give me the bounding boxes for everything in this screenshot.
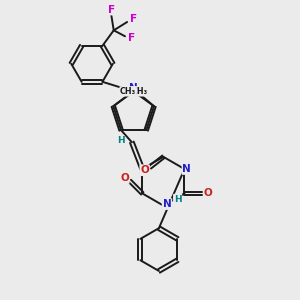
Text: H: H: [117, 136, 124, 145]
Text: CH₃: CH₃: [131, 87, 148, 96]
Text: H: H: [174, 194, 182, 203]
Text: CH₃: CH₃: [120, 87, 136, 96]
Text: N: N: [163, 199, 171, 209]
Text: O: O: [120, 173, 129, 183]
Text: N: N: [129, 83, 138, 94]
Text: N: N: [182, 164, 191, 174]
Text: O: O: [140, 165, 149, 175]
Text: O: O: [204, 188, 213, 198]
Text: F: F: [130, 14, 137, 24]
Text: F: F: [128, 33, 135, 43]
Text: F: F: [108, 4, 115, 14]
